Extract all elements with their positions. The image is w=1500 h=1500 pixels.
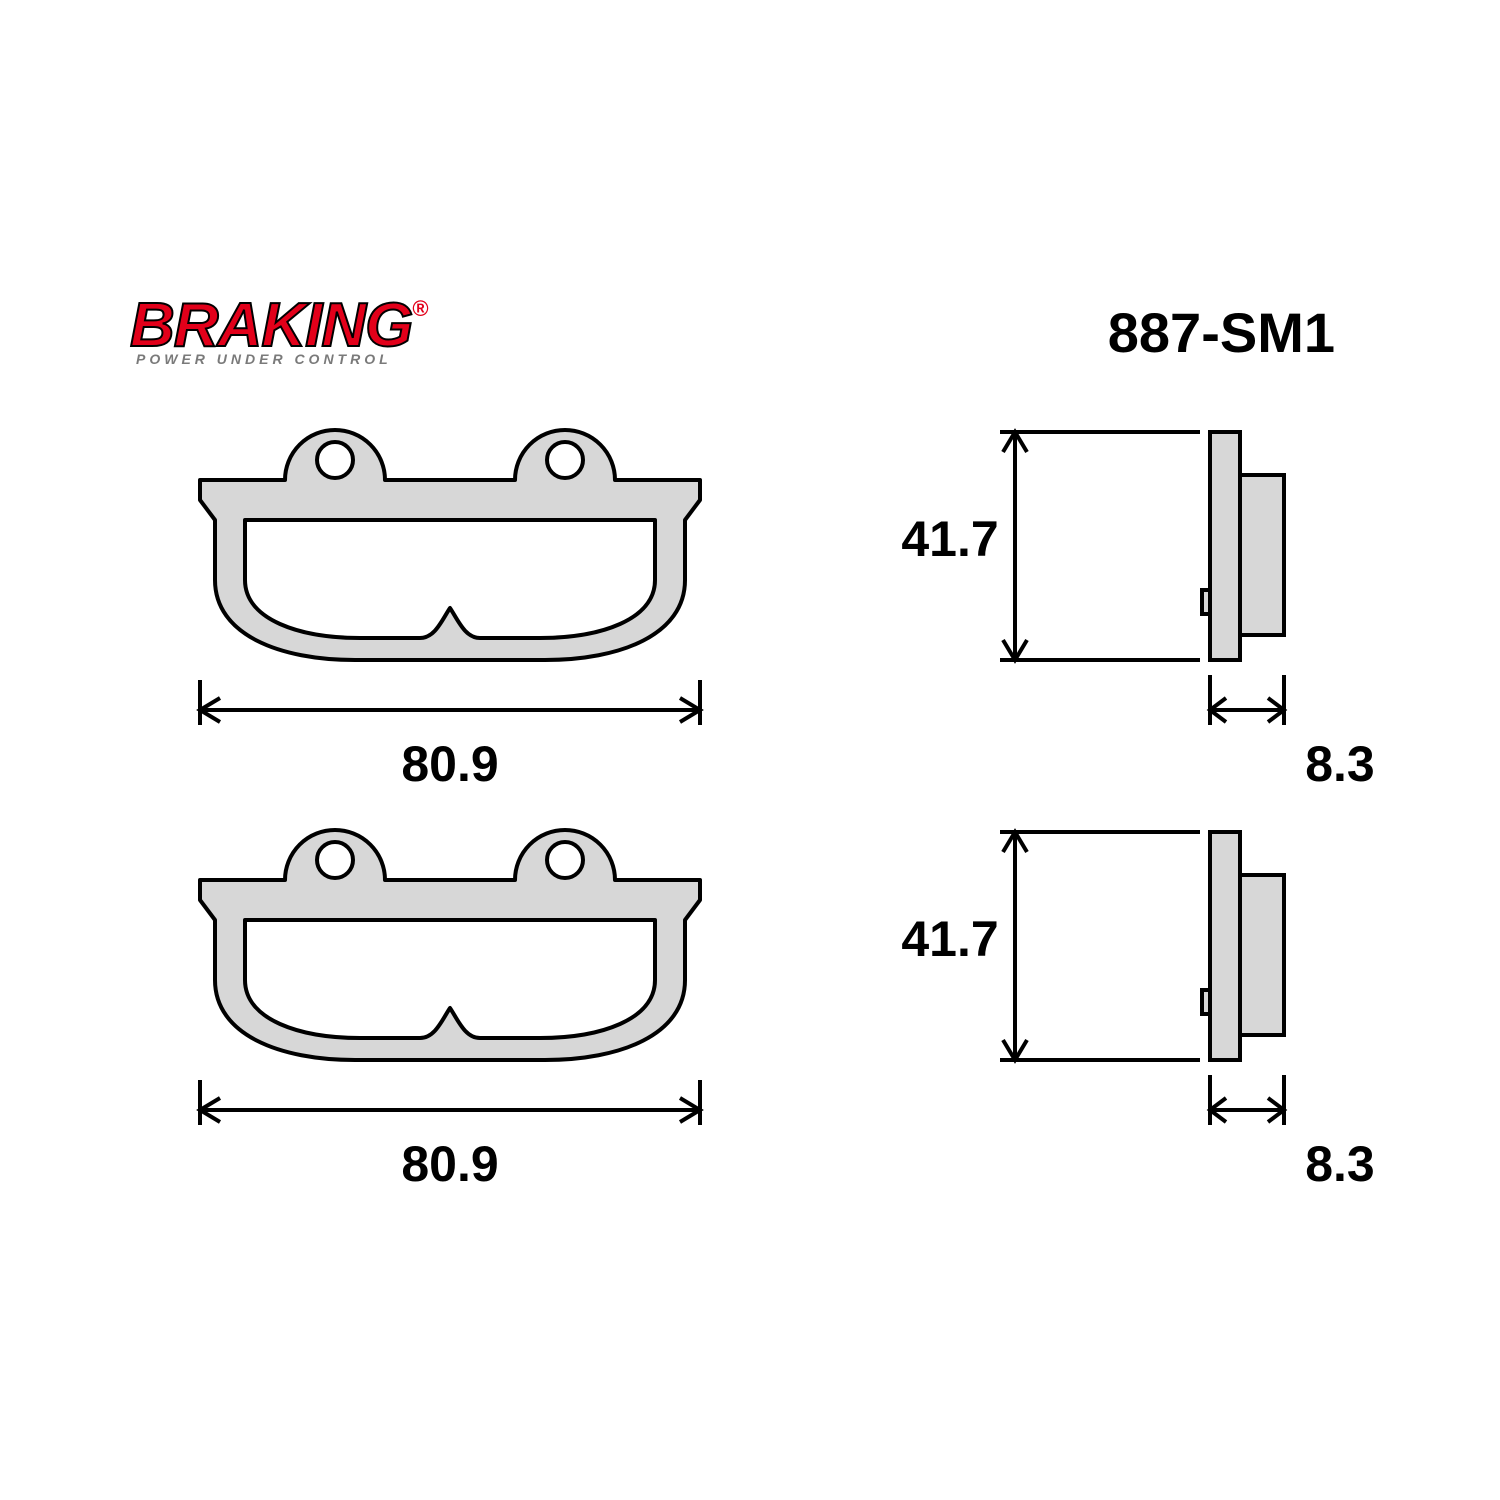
height-label-1: 41.7 [895, 510, 1005, 568]
width-label-1: 80.9 [390, 735, 510, 793]
height-dimension-2 [1000, 832, 1200, 1060]
side-friction [1240, 475, 1284, 635]
height-label-2: 41.7 [895, 910, 1005, 968]
brand-name: BRAKING® [130, 300, 428, 353]
side-backplate [1210, 832, 1240, 1060]
side-backplate [1210, 432, 1240, 660]
pad-front-view-2 [180, 820, 720, 1140]
pad-front-view-1 [180, 420, 720, 740]
part-number: 887-SM1 [1108, 300, 1335, 365]
side-friction [1240, 875, 1284, 1035]
pad-side-view-2 [1140, 820, 1360, 1140]
registered-mark: ® [412, 296, 427, 321]
mount-hole-right [547, 442, 583, 478]
brand-tagline: POWER UNDER CONTROL [136, 351, 428, 367]
thickness-label-1: 8.3 [1300, 735, 1380, 793]
height-dimension-1 [1000, 432, 1200, 660]
pad-side-view-1 [1140, 420, 1360, 740]
mount-hole-left [317, 842, 353, 878]
thickness-label-2: 8.3 [1300, 1135, 1380, 1193]
width-dimension-1 [200, 680, 700, 725]
brand-logo: BRAKING® POWER UNDER CONTROL [130, 300, 428, 367]
thickness-dimension-1 [1210, 675, 1284, 725]
thickness-dimension-2 [1210, 1075, 1284, 1125]
side-tab [1202, 990, 1210, 1014]
side-tab [1202, 590, 1210, 614]
mount-hole-left [317, 442, 353, 478]
mount-hole-right [547, 842, 583, 878]
width-dimension-2 [200, 1080, 700, 1125]
width-label-2: 80.9 [390, 1135, 510, 1193]
brand-text: BRAKING [130, 291, 412, 360]
diagram-canvas: BRAKING® POWER UNDER CONTROL 887-SM1 [0, 0, 1500, 1500]
